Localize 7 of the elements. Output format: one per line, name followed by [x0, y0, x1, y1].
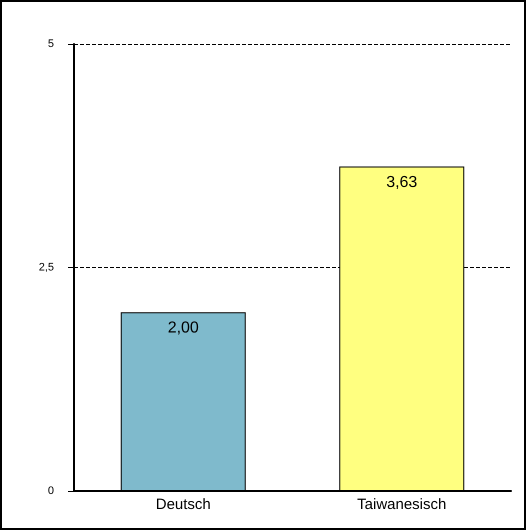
y-tick-label: 0 — [48, 485, 54, 497]
x-tick-label: Taiwanesisch — [357, 496, 446, 513]
x-tick-label: Deutsch — [156, 496, 211, 513]
data-label: 3,63 — [386, 174, 418, 191]
y-tick-label: 2,5 — [38, 262, 54, 274]
data-label: 2,00 — [168, 320, 199, 337]
y-tick-label: 5 — [48, 38, 54, 50]
